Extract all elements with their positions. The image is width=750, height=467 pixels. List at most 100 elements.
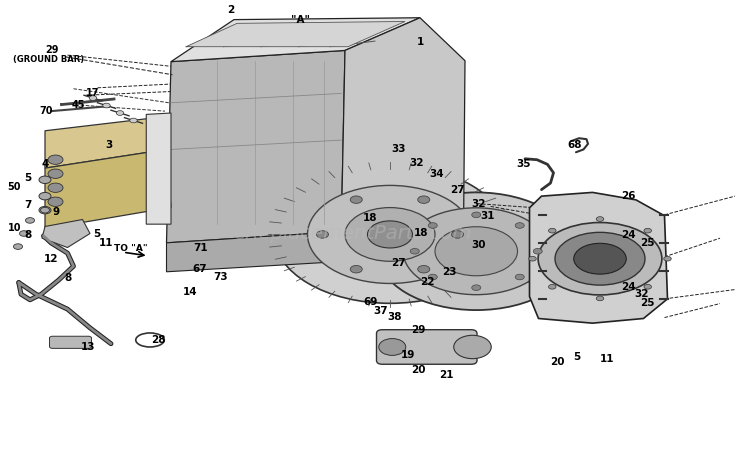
Text: 67: 67 xyxy=(192,263,206,274)
Text: 25: 25 xyxy=(640,297,655,308)
Circle shape xyxy=(472,212,481,218)
Polygon shape xyxy=(45,117,166,168)
Circle shape xyxy=(130,118,137,123)
Text: 5: 5 xyxy=(93,229,100,240)
Text: 35: 35 xyxy=(516,159,530,170)
Polygon shape xyxy=(42,219,90,248)
Text: 23: 23 xyxy=(442,267,457,277)
Circle shape xyxy=(40,207,50,213)
Polygon shape xyxy=(45,149,171,229)
Circle shape xyxy=(452,231,464,238)
Circle shape xyxy=(410,248,419,254)
Circle shape xyxy=(548,284,556,289)
Text: 24: 24 xyxy=(621,230,635,241)
Circle shape xyxy=(48,183,63,192)
Ellipse shape xyxy=(376,192,576,310)
Circle shape xyxy=(515,223,524,228)
Text: 28: 28 xyxy=(152,335,166,345)
Polygon shape xyxy=(146,113,171,224)
Polygon shape xyxy=(186,21,405,47)
Circle shape xyxy=(428,274,437,280)
Text: 32: 32 xyxy=(634,289,649,299)
Text: 27: 27 xyxy=(450,184,464,195)
Circle shape xyxy=(48,169,63,178)
Text: 71: 71 xyxy=(194,243,208,254)
Circle shape xyxy=(103,103,110,108)
Text: 37: 37 xyxy=(374,305,388,316)
Circle shape xyxy=(454,335,491,359)
Text: TO "A": TO "A" xyxy=(114,244,148,254)
Text: 8: 8 xyxy=(64,273,72,283)
Text: "A": "A" xyxy=(290,14,310,25)
Circle shape xyxy=(418,196,430,204)
Text: 38: 38 xyxy=(388,311,402,322)
Circle shape xyxy=(548,228,556,233)
Circle shape xyxy=(48,155,63,164)
Text: 9: 9 xyxy=(53,207,60,217)
Ellipse shape xyxy=(368,221,413,248)
Text: 12: 12 xyxy=(44,254,58,264)
Text: 11: 11 xyxy=(99,238,113,248)
Text: 4: 4 xyxy=(42,159,50,170)
Circle shape xyxy=(350,265,362,273)
Circle shape xyxy=(316,231,328,238)
Text: 69: 69 xyxy=(363,297,377,307)
Text: (GROUND BAR): (GROUND BAR) xyxy=(13,55,85,64)
Text: 25: 25 xyxy=(640,238,655,248)
Circle shape xyxy=(596,296,604,301)
FancyBboxPatch shape xyxy=(50,336,92,348)
Text: 5: 5 xyxy=(573,352,580,362)
Text: 18: 18 xyxy=(414,228,428,239)
Text: 50: 50 xyxy=(8,182,21,192)
Text: 20: 20 xyxy=(411,365,425,375)
Text: eReplacementParts.com: eReplacementParts.com xyxy=(233,224,472,243)
Ellipse shape xyxy=(435,226,517,276)
Text: 18: 18 xyxy=(363,212,377,223)
Ellipse shape xyxy=(538,222,662,295)
Polygon shape xyxy=(530,192,668,323)
Circle shape xyxy=(39,176,51,184)
Polygon shape xyxy=(166,50,345,243)
Text: 30: 30 xyxy=(471,240,485,250)
Text: 8: 8 xyxy=(24,230,32,241)
Text: 68: 68 xyxy=(567,140,581,150)
Circle shape xyxy=(26,218,34,223)
Circle shape xyxy=(664,256,671,261)
Circle shape xyxy=(39,206,51,214)
FancyBboxPatch shape xyxy=(376,330,477,364)
Circle shape xyxy=(644,284,652,289)
Ellipse shape xyxy=(404,208,549,295)
Ellipse shape xyxy=(574,243,626,274)
Text: 32: 32 xyxy=(471,198,485,209)
Circle shape xyxy=(48,197,63,206)
Circle shape xyxy=(533,248,542,254)
Text: 34: 34 xyxy=(429,169,443,179)
Text: 2: 2 xyxy=(227,5,235,15)
Text: 21: 21 xyxy=(440,369,454,380)
Text: 19: 19 xyxy=(400,350,415,360)
Polygon shape xyxy=(166,232,464,272)
Circle shape xyxy=(529,256,536,261)
Circle shape xyxy=(428,223,437,228)
Ellipse shape xyxy=(308,185,472,283)
Circle shape xyxy=(39,192,51,200)
Circle shape xyxy=(20,231,28,236)
Text: 20: 20 xyxy=(550,357,565,367)
Circle shape xyxy=(515,274,524,280)
Text: 31: 31 xyxy=(480,211,494,221)
Circle shape xyxy=(379,339,406,355)
Text: 29: 29 xyxy=(45,45,58,56)
Circle shape xyxy=(13,244,22,249)
Text: 24: 24 xyxy=(621,282,635,292)
Circle shape xyxy=(116,111,124,115)
Text: 10: 10 xyxy=(8,223,21,233)
Text: 33: 33 xyxy=(392,143,406,154)
Text: 22: 22 xyxy=(420,277,434,287)
Text: 32: 32 xyxy=(410,158,424,169)
Ellipse shape xyxy=(345,207,435,261)
Text: 11: 11 xyxy=(600,354,614,364)
Text: 26: 26 xyxy=(621,191,635,201)
Polygon shape xyxy=(341,18,465,234)
Text: 3: 3 xyxy=(105,140,112,150)
Text: 45: 45 xyxy=(72,100,86,110)
